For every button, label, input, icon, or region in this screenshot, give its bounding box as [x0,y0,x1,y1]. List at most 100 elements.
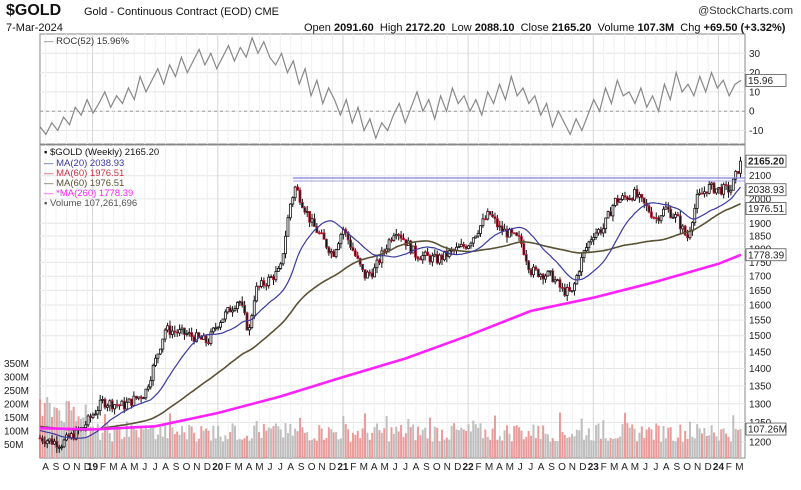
ma260-value-box-text: 1778.39 [748,250,785,261]
legend: — ROC(52) 15.96% ▪ $GOLD (Weekly) 2165.2… [44,36,159,209]
candle-body [110,400,114,410]
candle-body [274,271,278,281]
price-value-box: 2165.20 [745,154,787,168]
candle-body [296,186,299,191]
candle-body [666,206,670,210]
volume-bar [686,438,689,458]
x-tick-label: M [255,462,263,473]
volume-bar [313,438,316,458]
x-tick-label: A [621,462,628,473]
volume-value: 107.3M [637,22,675,34]
candle-body [474,235,478,239]
volume-bar [534,438,537,458]
candle-body [228,307,232,313]
volume-bar [258,432,261,458]
candle-body [674,214,677,218]
ma20-value-box: 2038.93 [745,183,787,196]
x-tick-label: S [548,462,555,473]
x-tick-label: F [601,462,607,473]
candle-body [197,332,201,338]
candle-body [618,199,622,203]
x-tick-label: J [528,462,533,473]
volume-bar [190,426,193,458]
x-tick-label: 24 [713,462,725,473]
candle-body [43,440,47,445]
volume-bar [363,413,366,458]
volume-bar [633,428,636,458]
high-label: High [379,22,403,34]
ma260-legend: *MA(260) 1778.39 [56,188,133,199]
volume-bar [515,425,518,458]
volume-bar [246,435,249,458]
candle-body [235,302,239,309]
volume-bar [236,439,239,458]
candle-body [558,279,562,288]
ma260-line [39,253,742,431]
volume-tick-label: 350M [4,359,29,370]
volume-bar [638,432,641,458]
volume-bar [118,427,121,458]
ohlc-quote: Open 2091.60 High 2172.20 Low 2088.10 Cl… [304,22,785,34]
x-tick-label: A [121,462,128,473]
candle-body [712,182,716,194]
candle-body [93,413,97,416]
volume-bar [383,428,386,458]
volume-bar [729,441,732,458]
candle-body [520,236,523,245]
candle-body [41,437,44,442]
candle-body [183,327,186,335]
candle-body [440,254,444,261]
volume-bar [554,441,557,458]
volume-bar [655,423,658,458]
volume-bar [513,426,516,458]
ma260-value-box-frame [745,248,787,262]
candle-body [62,439,66,448]
candle-body [353,250,357,257]
volume-bar [602,420,605,458]
volume-bar [241,439,244,458]
volume-bar [89,426,92,458]
volume-bar [672,440,675,458]
volume-bar [616,438,619,458]
volume-bar [248,440,251,458]
candle-body [647,205,651,213]
candle-body [214,327,218,330]
candle-body [438,254,442,264]
volume-tick-label: 100M [4,427,29,438]
candle-body [546,270,550,277]
volume-bar [193,432,196,458]
x-tick-label: N [318,462,325,473]
volume-bar [217,425,220,458]
candle-body [695,193,699,209]
svg-text:▪ Volume 107,261,696: ▪ Volume 107,261,696 [44,198,137,209]
candle-body [305,211,309,213]
candle-body [678,215,682,230]
candle-body [418,258,422,261]
volume-bar [498,436,501,458]
candle-body [320,232,324,235]
volume-bar [94,431,97,458]
candle-body [671,216,675,219]
volume-bar [674,441,677,458]
volume-bar [296,431,299,458]
candle-body [469,242,473,247]
volume-bar [667,427,670,458]
volume-bar [125,421,128,458]
candle-body [392,235,396,241]
volume-bar [503,430,506,458]
volume-bar [715,436,718,458]
candle-body [739,160,742,174]
x-tick-label: M [631,462,639,473]
candle-body [544,275,547,280]
volume-bar [395,426,398,458]
volume-bar [277,426,280,458]
volume-bar [106,423,109,458]
candle-body [601,228,605,234]
candle-body [146,386,150,390]
volume-bar [527,430,530,458]
symbol-description: Gold - Continuous Contract (EOD) CME [84,6,280,18]
candle-body [221,318,225,324]
x-tick-label: F [475,462,481,473]
candle-body [630,198,634,201]
volume-bar [255,421,258,458]
